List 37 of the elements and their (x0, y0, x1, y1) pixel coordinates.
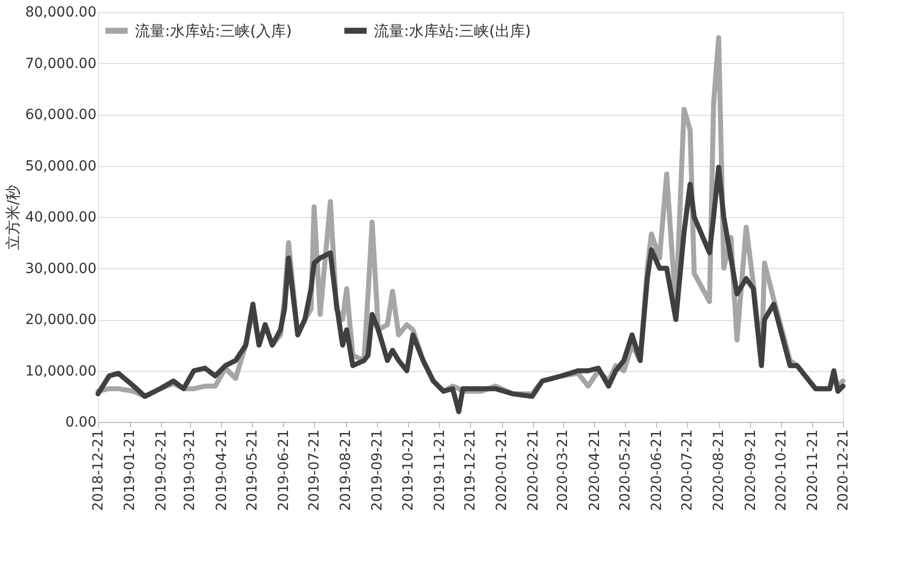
x-tick-label: 2020-05-21 (617, 430, 634, 511)
x-tick-label: 2020-04-21 (586, 430, 603, 511)
x-tick-label: 2020-03-21 (555, 430, 572, 511)
y-tick-label: 40,000.00 (25, 210, 96, 226)
y-tick-label: 20,000.00 (25, 312, 96, 328)
y-tick-label: 60,000.00 (25, 107, 96, 123)
x-tick-label: 2019-07-21 (306, 430, 323, 511)
y-axis-title: 立方米/秒 (4, 184, 22, 250)
x-tick-label: 2018-12-21 (90, 430, 106, 511)
x-tick-label: 2020-06-21 (648, 430, 665, 511)
x-tick-label: 2019-04-21 (214, 430, 230, 511)
y-tick-label: 70,000.00 (25, 56, 96, 72)
x-tick-label: 2019-02-21 (154, 430, 170, 511)
x-tick-label: 2020-08-21 (711, 430, 728, 511)
x-tick-label: 2020-11-21 (804, 430, 821, 511)
x-tick-label: 2019-01-21 (122, 430, 138, 511)
x-tick-label: 2020-01-21 (494, 430, 510, 511)
x-tick-label: 2019-09-21 (370, 430, 386, 511)
x-tick-label: 2019-03-21 (182, 430, 198, 511)
y-tick-label: 50,000.00 (25, 158, 96, 174)
x-tick-label: 2019-06-21 (276, 430, 292, 511)
y-tick-label: 0.00 (65, 414, 96, 430)
x-tick-label: 2019-12-21 (462, 430, 478, 511)
x-tick-label: 2020-09-21 (742, 430, 759, 511)
x-tick-label: 2019-08-21 (338, 430, 354, 511)
legend-label: 流量:水库站:三峡(入库) (135, 22, 292, 40)
x-tick-label: 2019-05-21 (244, 430, 260, 511)
y-tick-label: 80,000.00 (25, 4, 96, 20)
x-tick-label: 2020-07-21 (680, 430, 696, 511)
legend-label: 流量:水库站:三峡(出库) (374, 22, 531, 40)
x-tick-label: 2019-11-21 (432, 430, 448, 511)
x-tick-label: 2020-10-21 (773, 430, 790, 511)
y-tick-label: 30,000.00 (25, 260, 96, 277)
x-tick-label: 2019-10-21 (400, 430, 416, 511)
x-tick-label: 2020-12-21 (836, 430, 852, 511)
x-tick-label: 2020-02-21 (526, 430, 542, 511)
y-tick-label: 10,000.00 (25, 363, 96, 380)
